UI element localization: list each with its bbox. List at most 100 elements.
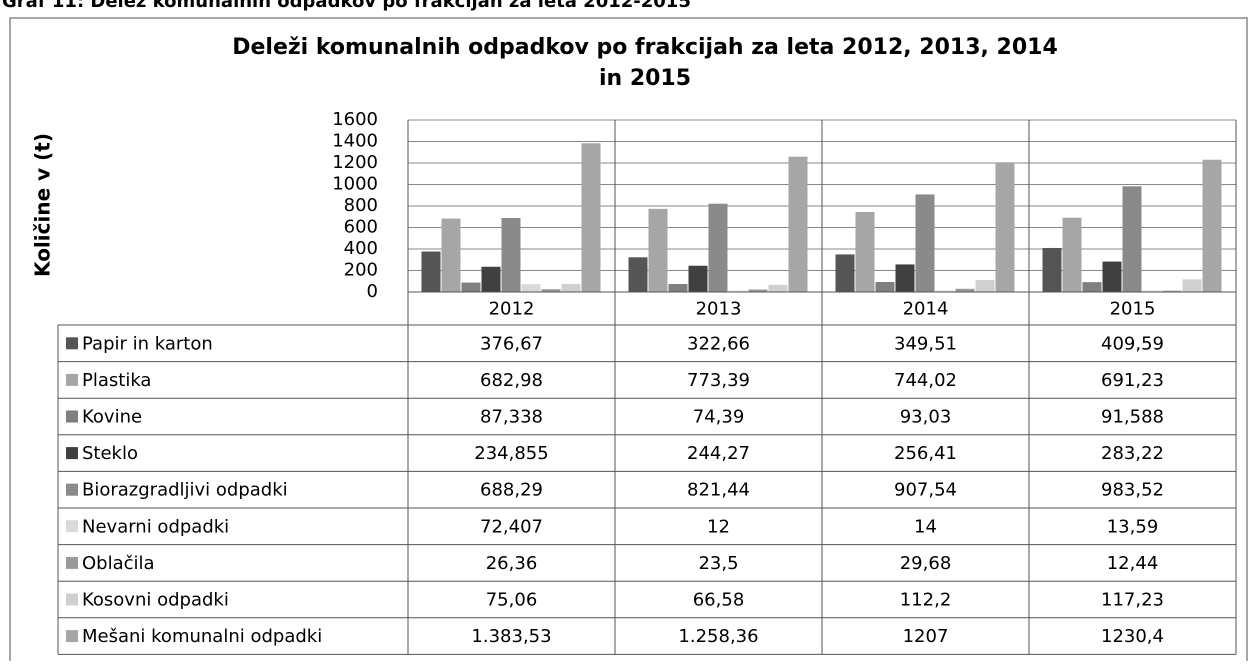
bar: [668, 284, 688, 292]
legend-swatch: [66, 593, 78, 606]
chart-title: Deleži komunalnih odpadkov po frakcijah …: [232, 35, 1058, 60]
legend-swatch: [66, 520, 78, 533]
y-tick-label: 200: [344, 260, 378, 281]
table-value: 1230,4: [1101, 626, 1164, 647]
chart-title: in 2015: [599, 66, 691, 91]
table-value: 682,98: [480, 370, 543, 391]
table-value: 283,22: [1101, 443, 1164, 464]
y-tick-label: 800: [344, 195, 378, 216]
table-value: 691,23: [1101, 370, 1164, 391]
table-value: 322,66: [687, 333, 750, 354]
table-value: 93,03: [900, 407, 952, 428]
y-tick-label: 1600: [332, 109, 378, 130]
legend-label: Mešani komunalni odpadki: [82, 626, 322, 647]
bar: [935, 290, 955, 292]
table-value: 12,44: [1107, 553, 1159, 574]
table-value: 23,5: [698, 553, 738, 574]
table-value: 1.258,36: [678, 626, 758, 647]
chart-border: [9, 17, 1248, 665]
bar: [521, 284, 541, 292]
bar: [461, 282, 481, 292]
legend-label: Oblačila: [82, 553, 155, 574]
table-value: 91,588: [1101, 407, 1164, 428]
legend-swatch: [66, 630, 78, 643]
bar: [835, 254, 855, 292]
bar: [561, 283, 581, 292]
bar: [1142, 290, 1162, 292]
table-value: 409,59: [1101, 333, 1164, 354]
y-tick-label: 400: [344, 238, 378, 259]
table-value: 983,52: [1101, 480, 1164, 501]
table-value: 688,29: [480, 480, 543, 501]
table-value: 1.383,53: [471, 626, 551, 647]
x-tick-label: 2014: [903, 299, 949, 320]
bar: [1122, 186, 1142, 292]
table-value: 349,51: [894, 333, 957, 354]
bar: [895, 264, 915, 292]
table-value: 74,39: [693, 407, 745, 428]
bar: [501, 218, 521, 292]
legend-label: Nevarni odpadki: [82, 516, 229, 537]
legend-swatch: [66, 337, 78, 350]
caption: Graf 11: Delež komunalnih odpadkov po fr…: [2, 0, 691, 12]
table-value: 112,2: [900, 590, 952, 611]
bar: [688, 265, 708, 292]
table-value: 744,02: [894, 370, 957, 391]
bar: [441, 218, 461, 292]
y-tick-label: 1400: [332, 131, 378, 152]
table-value: 66,58: [693, 590, 745, 611]
legend-swatch: [66, 483, 78, 496]
bar: [788, 156, 808, 292]
legend-swatch: [66, 556, 78, 569]
legend-label: Papir in karton: [82, 333, 213, 354]
legend-label: Biorazgradljivi odpadki: [82, 480, 288, 501]
table-value: 72,407: [480, 516, 543, 537]
bar: [748, 289, 768, 292]
bar: [1042, 247, 1062, 292]
table-value: 29,68: [900, 553, 952, 574]
table-value: 244,27: [687, 443, 750, 464]
table-value: 821,44: [687, 480, 750, 501]
table-value: 256,41: [894, 443, 957, 464]
legend-label: Plastika: [82, 370, 151, 391]
table-value: 12: [707, 516, 730, 537]
legend-label: Kosovni odpadki: [82, 590, 229, 611]
table-value: 13,59: [1107, 516, 1159, 537]
bar: [581, 143, 601, 292]
bar: [728, 290, 748, 292]
table-value: 26,36: [486, 553, 538, 574]
bar: [628, 257, 648, 292]
table-value: 1207: [903, 626, 949, 647]
legend-swatch: [66, 410, 78, 423]
y-tick-label: 0: [367, 281, 378, 302]
bar: [481, 266, 501, 292]
bar: [648, 208, 668, 292]
table-value: 117,23: [1101, 590, 1164, 611]
bar: [1202, 159, 1222, 292]
bar: [955, 288, 975, 292]
legend-swatch: [66, 373, 78, 386]
y-tick-label: 1200: [332, 152, 378, 173]
table-value: 773,39: [687, 370, 750, 391]
table-value: 14: [914, 516, 937, 537]
legend-label: Steklo: [82, 443, 138, 464]
table-value: 75,06: [486, 590, 538, 611]
bar: [1062, 217, 1082, 292]
bar: [541, 289, 561, 292]
table-value: 376,67: [480, 333, 543, 354]
table-value: 234,855: [474, 443, 548, 464]
bar: [708, 203, 728, 292]
x-tick-label: 2012: [489, 299, 535, 320]
bar: [1102, 261, 1122, 292]
bar: [768, 284, 788, 292]
x-tick-label: 2015: [1110, 299, 1156, 320]
table-value: 87,338: [480, 407, 543, 428]
bar: [975, 279, 995, 292]
bar: [875, 281, 895, 292]
bar: [915, 194, 935, 292]
legend-swatch: [66, 447, 78, 460]
legend-label: Kovine: [82, 407, 142, 428]
y-tick-label: 1000: [332, 174, 378, 195]
bar: [855, 212, 875, 292]
y-tick-label: 600: [344, 217, 378, 238]
